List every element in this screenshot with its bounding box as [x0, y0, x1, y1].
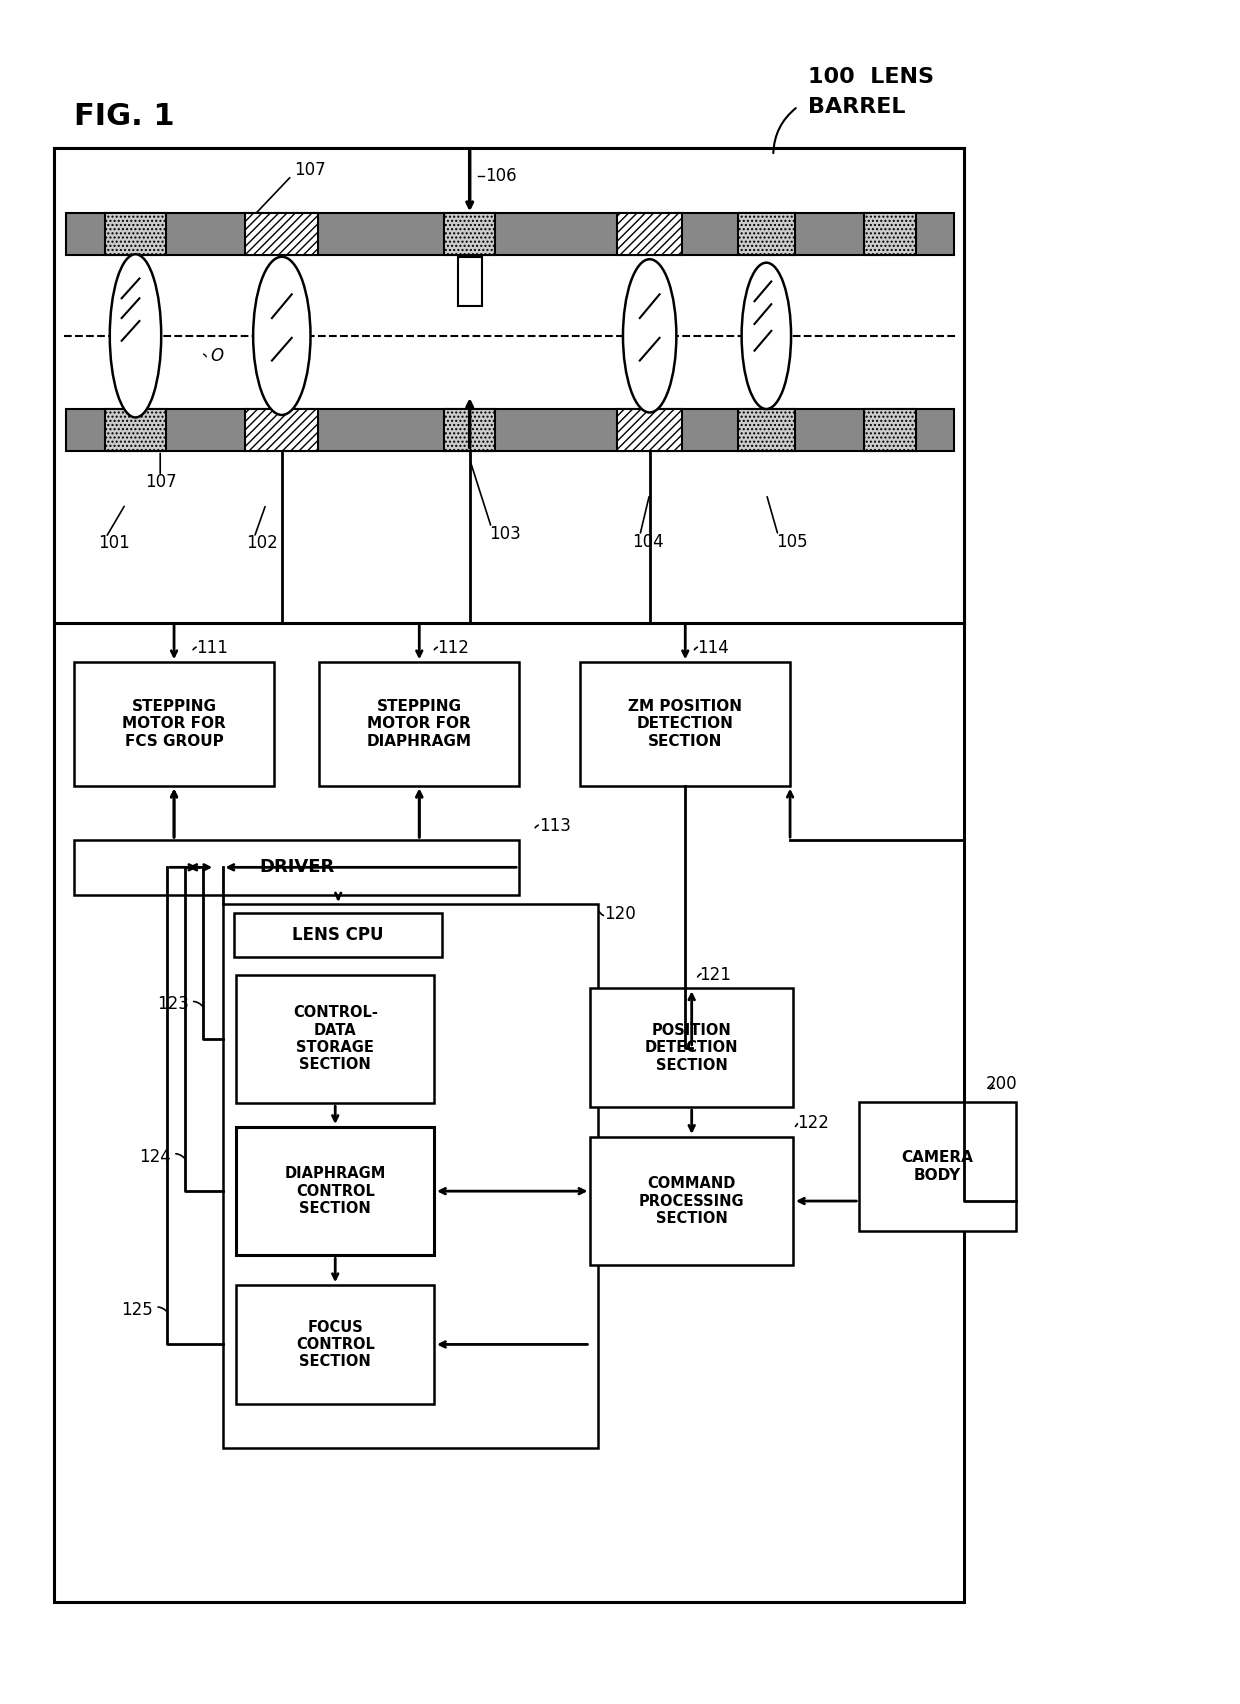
Bar — [66, 213, 955, 256]
Text: 102: 102 — [247, 535, 278, 552]
Bar — [580, 663, 790, 786]
Text: FIG. 1: FIG. 1 — [74, 102, 175, 131]
Bar — [444, 409, 496, 450]
Bar — [590, 1137, 794, 1266]
Text: 111: 111 — [196, 639, 228, 658]
Text: 107: 107 — [145, 474, 177, 491]
Bar — [246, 409, 319, 450]
Text: 101: 101 — [98, 535, 130, 552]
Text: DRIVER: DRIVER — [259, 859, 335, 876]
Bar — [234, 913, 441, 958]
Ellipse shape — [622, 259, 676, 412]
Text: 112: 112 — [436, 639, 469, 658]
Text: 200: 200 — [986, 1075, 1018, 1094]
Text: 124: 124 — [139, 1147, 171, 1166]
Text: STEPPING
MOTOR FOR
DIAPHRAGM: STEPPING MOTOR FOR DIAPHRAGM — [367, 699, 471, 748]
Bar — [320, 663, 520, 786]
Text: 120: 120 — [604, 905, 636, 924]
Ellipse shape — [742, 262, 791, 409]
Text: 123: 123 — [157, 995, 188, 1014]
Text: O: O — [210, 346, 223, 365]
Text: DIAPHRAGM
CONTROL
SECTION: DIAPHRAGM CONTROL SECTION — [284, 1166, 386, 1217]
Text: FOCUS
CONTROL
SECTION: FOCUS CONTROL SECTION — [296, 1319, 374, 1370]
Bar — [222, 905, 598, 1448]
Bar — [444, 213, 496, 256]
Text: 106: 106 — [486, 167, 517, 184]
Text: STEPPING
MOTOR FOR
FCS GROUP: STEPPING MOTOR FOR FCS GROUP — [123, 699, 226, 748]
Bar — [864, 213, 915, 256]
Text: CAMERA
BODY: CAMERA BODY — [901, 1150, 973, 1183]
Text: 107: 107 — [294, 160, 325, 179]
Ellipse shape — [110, 254, 161, 417]
Text: ZM POSITION
DETECTION
SECTION: ZM POSITION DETECTION SECTION — [629, 699, 743, 748]
Bar — [66, 409, 955, 450]
Text: 125: 125 — [122, 1300, 154, 1319]
Ellipse shape — [253, 257, 310, 416]
Bar — [55, 148, 965, 622]
Bar — [237, 1126, 434, 1256]
Bar — [105, 213, 166, 256]
Bar — [55, 148, 965, 1602]
Bar — [590, 988, 794, 1108]
Text: 103: 103 — [490, 525, 521, 542]
Text: POSITION
DETECTION
SECTION: POSITION DETECTION SECTION — [645, 1022, 739, 1074]
Text: 100  LENS: 100 LENS — [808, 66, 934, 87]
Bar — [237, 975, 434, 1102]
Bar — [738, 213, 795, 256]
Bar — [246, 213, 319, 256]
Text: 113: 113 — [539, 818, 570, 835]
Bar — [618, 409, 682, 450]
Bar — [458, 257, 481, 307]
Bar — [74, 663, 274, 786]
Bar — [618, 213, 682, 256]
Bar — [74, 840, 520, 895]
Bar — [738, 409, 795, 450]
Text: 114: 114 — [697, 639, 729, 658]
Text: 105: 105 — [776, 533, 807, 550]
Bar — [864, 409, 915, 450]
Text: COMMAND
PROCESSING
SECTION: COMMAND PROCESSING SECTION — [639, 1176, 744, 1225]
Text: 104: 104 — [632, 533, 663, 550]
Bar — [859, 1102, 1016, 1230]
Text: BARREL: BARREL — [808, 97, 905, 116]
Text: 122: 122 — [797, 1114, 828, 1131]
Text: LENS CPU: LENS CPU — [293, 925, 384, 944]
Bar — [237, 1285, 434, 1404]
Text: 121: 121 — [699, 966, 732, 983]
Text: CONTROL-
DATA
STORAGE
SECTION: CONTROL- DATA STORAGE SECTION — [293, 1005, 378, 1072]
Bar — [105, 409, 166, 450]
